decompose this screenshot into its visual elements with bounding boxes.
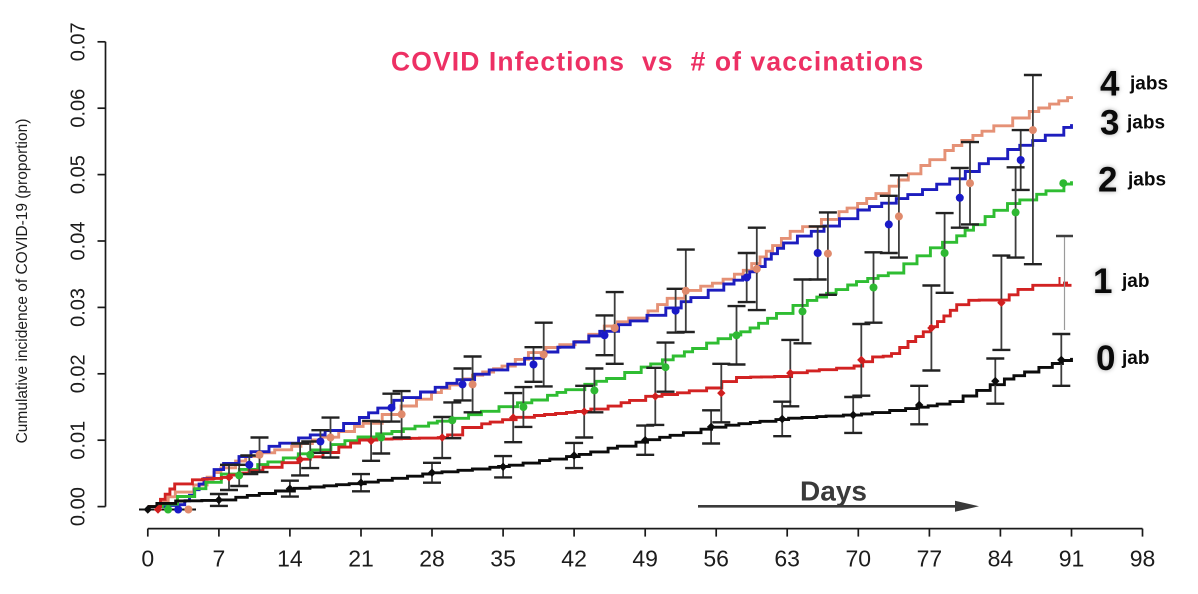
- svg-text:0.02: 0.02: [68, 354, 90, 393]
- svg-text:0.00: 0.00: [68, 487, 90, 526]
- svg-text:35: 35: [490, 546, 516, 572]
- svg-text:0.07: 0.07: [68, 22, 90, 61]
- svg-text:77: 77: [917, 546, 943, 572]
- svg-text:0: 0: [141, 546, 154, 572]
- svg-text:2: 2: [1098, 160, 1117, 199]
- svg-text:4: 4: [1100, 64, 1120, 103]
- svg-text:3: 3: [1100, 104, 1119, 143]
- svg-text:84: 84: [988, 546, 1014, 572]
- svg-text:Cumulative incidence of COVID-: Cumulative incidence of COVID-19 (propor…: [14, 119, 31, 444]
- svg-text:56: 56: [703, 546, 729, 572]
- svg-text:70: 70: [846, 546, 872, 572]
- svg-text:4: 4: [1100, 64, 1120, 103]
- svg-text:0.04: 0.04: [68, 222, 90, 261]
- svg-text:1: 1: [1093, 262, 1112, 301]
- svg-text:63: 63: [774, 546, 800, 572]
- svg-text:7: 7: [213, 546, 226, 572]
- svg-text:0: 0: [1096, 339, 1115, 378]
- svg-text:14: 14: [277, 546, 303, 572]
- svg-text:21: 21: [348, 546, 374, 572]
- svg-text:jab: jab: [1121, 271, 1149, 292]
- svg-text:0.05: 0.05: [68, 155, 90, 194]
- svg-text:91: 91: [1059, 546, 1085, 572]
- svg-text:42: 42: [561, 546, 587, 572]
- svg-text:COVID Infections vs # of vac: COVID Infections vs # of vaccinations: [391, 47, 924, 77]
- svg-text:49: 49: [632, 546, 658, 572]
- svg-text:3: 3: [1100, 104, 1119, 143]
- svg-text:28: 28: [419, 546, 445, 572]
- svg-text:98: 98: [1130, 546, 1156, 572]
- svg-text:0.06: 0.06: [68, 89, 90, 128]
- svg-text:jabs: jabs: [1126, 113, 1165, 134]
- svg-text:Days: Days: [800, 476, 867, 507]
- svg-text:jab: jab: [1121, 348, 1149, 369]
- svg-text:0.01: 0.01: [68, 421, 90, 460]
- svg-text:jabs: jabs: [1127, 169, 1166, 190]
- svg-text:jabs: jabs: [1129, 73, 1168, 94]
- svg-text:2: 2: [1098, 160, 1117, 199]
- svg-text:0: 0: [1096, 339, 1115, 378]
- svg-text:1: 1: [1093, 262, 1112, 301]
- svg-text:0.03: 0.03: [68, 288, 90, 327]
